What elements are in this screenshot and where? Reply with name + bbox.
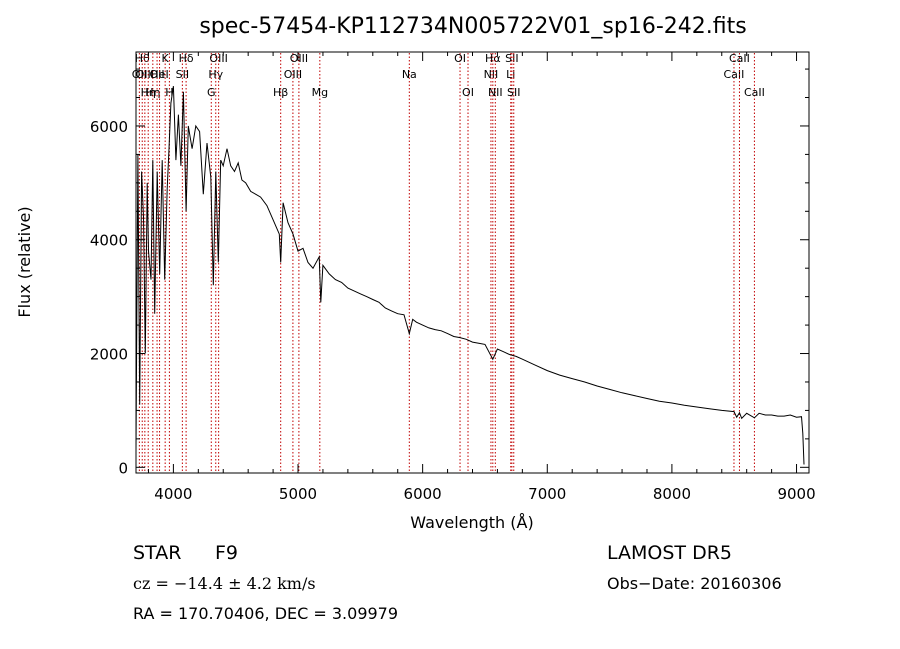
x-tick-label: 8000 [653, 485, 691, 503]
line-marker-label: K [162, 52, 170, 65]
line-marker-label: Li [506, 68, 515, 81]
line-marker-label: G [207, 86, 216, 99]
line-marker-label: Hγ [208, 68, 223, 81]
object-subclass: F9 [215, 542, 238, 564]
line-marker-label: Hδ [179, 52, 194, 65]
x-axis-label: Wavelength (Å) [410, 513, 533, 532]
coordinates: RA = 170.70406, DEC = 3.09979 [133, 604, 398, 623]
y-tick-label: 2000 [90, 346, 128, 364]
line-marker-label: NII [488, 86, 503, 99]
x-tick-label: 7000 [528, 485, 566, 503]
y-tick-label: 4000 [90, 232, 128, 250]
spectral-class: STAR F9 [133, 542, 238, 564]
survey-name: LAMOST DR5 [607, 542, 732, 564]
x-tick-label: 4000 [154, 485, 192, 503]
y-tick-label: 0 [118, 459, 128, 477]
line-marker-label: OIII [136, 68, 154, 81]
line-marker-label: CaII [724, 68, 745, 81]
y-tick-label: 6000 [90, 118, 128, 136]
line-marker-label: SII [507, 86, 520, 99]
line-marker-label: OI [462, 86, 474, 99]
line-marker-label: SII [505, 52, 518, 65]
plot-frame [135, 51, 810, 474]
line-marker-label: Hβ [273, 86, 288, 99]
line-marker-label: HeI [150, 68, 168, 81]
x-tick-label: 9000 [777, 485, 815, 503]
chart-title: spec-57454-KP112734N005722V01_sp16-242.f… [199, 14, 746, 39]
object-class: STAR [133, 542, 181, 564]
emission-line-markers: OIIHθOIIIHηHηOIIHeIKHSIIHδGHγOIIIHβOIIIO… [132, 52, 765, 472]
line-marker-label: OIII [209, 52, 227, 65]
x-tick-label: 5000 [279, 485, 317, 503]
spectrum-line [135, 86, 805, 465]
line-marker-label: Hη [141, 86, 156, 99]
y-axis-label: Flux (relative) [15, 206, 34, 317]
line-marker-label: Hθ [135, 52, 150, 65]
line-marker-label: Hη [145, 86, 160, 99]
line-marker-label: CaII [729, 52, 750, 65]
line-marker-label: Mg [312, 86, 328, 99]
x-tick-label: 6000 [404, 485, 442, 503]
line-marker-label: Hα [485, 52, 501, 65]
observation-date: Obs−Date: 20160306 [607, 574, 782, 593]
line-marker-label: OIII [284, 68, 302, 81]
line-marker-label: Na [402, 68, 417, 81]
redshift-velocity: cz = −14.4 ± 4.2 km/s [133, 574, 316, 593]
line-marker-label: OI [454, 52, 466, 65]
x-axis-ticks: 4000 5000 6000 7000 8000 9000 [147, 52, 816, 503]
line-marker-label: CaII [744, 86, 765, 99]
line-marker-label: SII [176, 68, 189, 81]
line-marker-label: OIII [290, 52, 308, 65]
line-marker-label: H [165, 86, 173, 99]
line-marker-label: NII [484, 68, 499, 81]
y-axis-ticks: 0 2000 4000 6000 [90, 68, 809, 477]
line-marker-label: OII [149, 68, 164, 81]
